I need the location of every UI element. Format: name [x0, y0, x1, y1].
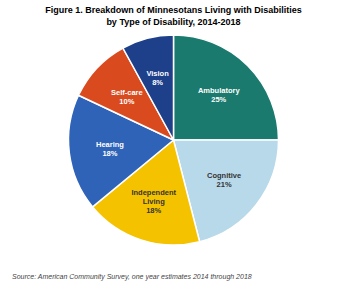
html-text:Source: American Community Sur: Source: American Community Survey, one y…	[12, 273, 252, 280]
svg-text:Vision8%: Vision8%	[146, 69, 169, 87]
svg-text:Cognitive21%: Cognitive21%	[207, 170, 241, 188]
svg-text:Self-care10%: Self-care10%	[111, 87, 143, 105]
html-text:Figure 1. Breakdown of Minneso: Figure 1. Breakdown of Minnesotans Livin…	[45, 5, 302, 15]
svg-text:Ambulatory25%: Ambulatory25%	[198, 86, 241, 104]
html-text:by Type of Disability, 2014-20: by Type of Disability, 2014-2018	[106, 17, 241, 27]
svg-text:IndependentLiving18%: IndependentLiving18%	[131, 187, 176, 214]
svg-text:Hearing18%: Hearing18%	[96, 139, 124, 157]
